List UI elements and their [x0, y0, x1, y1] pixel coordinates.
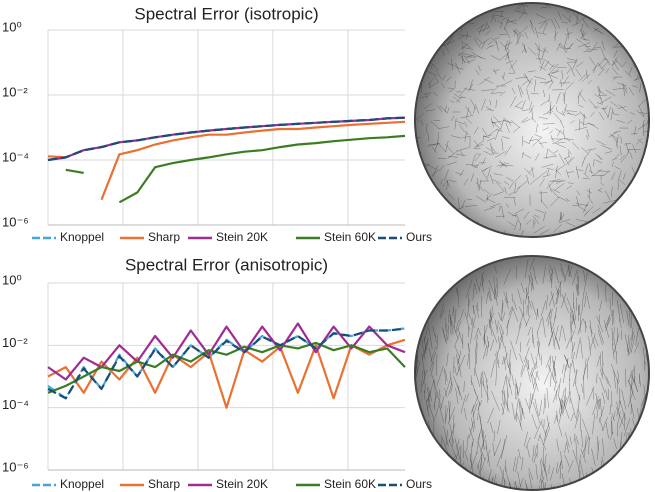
legend-label: Ours: [406, 477, 432, 491]
y-tick-label: 10⁻²: [2, 84, 28, 99]
series-line: [66, 136, 405, 202]
legend-label: Stein 20K: [216, 477, 268, 491]
legend-label: Stein 60K: [324, 230, 376, 244]
chart-title: Spectral Error (anisotropic): [125, 255, 328, 274]
y-tick-label: 10⁻²: [2, 335, 28, 350]
series-line: [48, 122, 405, 200]
legend-label: Knoppel: [60, 477, 104, 491]
legend-label: Stein 20K: [216, 230, 268, 244]
figure: Spectral Error (isotropic) 10⁻⁶ 10⁻⁴ 10⁻² 10…: [0, 0, 655, 492]
series-line: [48, 340, 405, 408]
chart-title: Spectral Error (isotropic): [134, 4, 318, 23]
sphere-mesh-isotropic: [410, 0, 652, 240]
y-tick-label: 10⁻⁶: [2, 214, 29, 229]
y-tick-label: 10⁰: [2, 19, 22, 34]
legend-label: Sharp: [148, 230, 180, 244]
legend-label: Knoppel: [60, 230, 104, 244]
y-tick-label: 10⁻⁴: [2, 149, 29, 164]
series-line: [48, 324, 405, 380]
y-tick-label: 10⁰: [2, 272, 22, 287]
y-tick-label: 10⁻⁴: [2, 397, 29, 412]
series-line: [48, 343, 405, 393]
sphere-mesh-anisotropic: [413, 256, 649, 492]
page: Spectral Error (isotropic) 10⁻⁶ 10⁻⁴ 10⁻² 10…: [0, 0, 655, 492]
legend-label: Ours: [406, 230, 432, 244]
y-tick-label: 10⁻⁶: [2, 459, 29, 474]
legend-label: Sharp: [148, 477, 180, 491]
legend-label: Stein 60K: [324, 477, 376, 491]
